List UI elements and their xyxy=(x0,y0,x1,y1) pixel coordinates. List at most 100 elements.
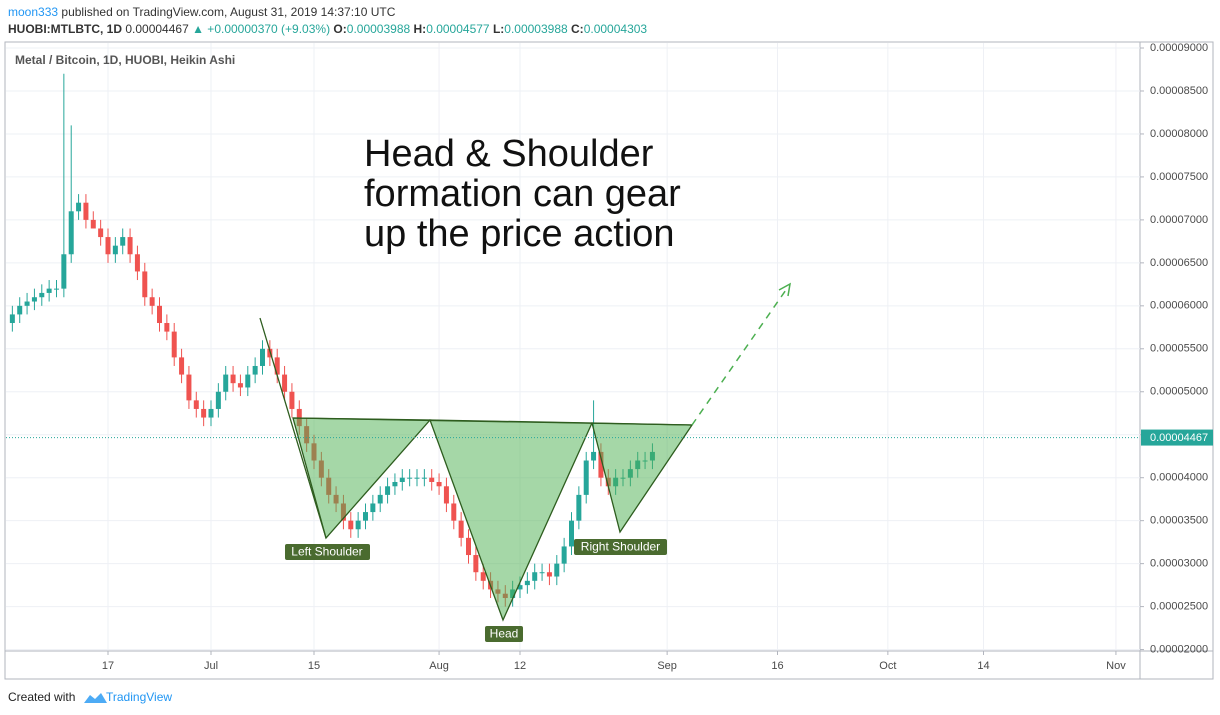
candle-body xyxy=(443,486,449,504)
chart-title: Metal / Bitcoin, 1D, HUOBI, Heikin Ashi xyxy=(15,53,235,67)
logo-icon xyxy=(84,693,107,703)
y-tick-label: 0.00007000 xyxy=(1150,214,1208,226)
candle-body xyxy=(76,202,82,212)
last-price-label: 0.00004467 xyxy=(1150,432,1208,444)
candle-body xyxy=(149,297,155,306)
candle-body xyxy=(157,305,162,324)
candle-body xyxy=(539,572,545,574)
candle-body xyxy=(282,374,288,392)
frame xyxy=(4,41,1214,680)
footer-brand[interactable]: TradingView xyxy=(106,690,172,704)
x-tick-label: 17 xyxy=(102,660,114,672)
published: published on TradingView.com, August 31,… xyxy=(61,5,395,19)
candle-body xyxy=(98,228,104,238)
candle-body xyxy=(61,254,67,289)
candle-body xyxy=(193,400,199,409)
y-tick-label: 0.00008500 xyxy=(1150,85,1208,97)
user[interactable]: moon333 xyxy=(8,5,58,19)
x-tick-label: Jul xyxy=(204,660,218,672)
candle-body xyxy=(120,237,126,246)
label-box xyxy=(485,626,523,642)
candle-body xyxy=(458,520,464,538)
ohlc-label: H: xyxy=(414,22,427,36)
candle-body xyxy=(179,357,185,375)
label-box xyxy=(285,544,370,560)
pattern-label: Left Shoulder xyxy=(291,545,362,559)
candle-body xyxy=(127,237,133,255)
candle-body xyxy=(54,288,59,290)
axes: 0.00002000 0.00002500 0.00003000 0.00003500… xyxy=(6,42,1213,672)
candle-body xyxy=(473,555,479,573)
candle-body xyxy=(385,486,391,495)
y-tick-label: 0.00006500 xyxy=(1150,257,1208,269)
candle-body xyxy=(208,408,214,418)
x-tick-label: 16 xyxy=(771,660,783,672)
ohlc-label: L: xyxy=(493,22,504,36)
candle-body xyxy=(274,357,280,375)
symbol-line: HUOBI:MTLBTC, 1D 0.00004467 ▲ +0.0000037… xyxy=(8,22,647,36)
candle-body xyxy=(598,451,604,478)
candle-body xyxy=(201,408,207,418)
candle-body xyxy=(399,477,405,482)
y-tick-label: 0.00005500 xyxy=(1150,343,1208,355)
candle-body xyxy=(370,503,376,513)
candle-body xyxy=(112,245,118,255)
candle-body xyxy=(237,383,243,388)
candle-body xyxy=(17,305,23,315)
candle-body xyxy=(24,301,30,306)
y-tick-label: 0.00009000 xyxy=(1150,42,1208,54)
candle-body xyxy=(289,391,295,409)
y-tick-label: 0.00006000 xyxy=(1150,300,1208,312)
x-tick-label: 15 xyxy=(308,660,320,672)
pattern-label: Right Shoulder xyxy=(581,540,660,554)
x-tick-label: 12 xyxy=(514,660,526,672)
candle-body xyxy=(451,503,457,521)
candle-body xyxy=(591,451,597,461)
arrow-head xyxy=(778,282,791,297)
candle-body xyxy=(142,271,148,298)
candle-body xyxy=(546,572,552,577)
candle-body xyxy=(186,374,192,401)
candle-body xyxy=(348,520,354,530)
y-tick-label: 0.00008000 xyxy=(1150,128,1208,140)
candle-body xyxy=(260,348,265,366)
candle-body xyxy=(68,211,74,255)
header-line: moon333 published on TradingView.com, Au… xyxy=(8,5,396,19)
ohlc-value: 0.00003988 xyxy=(504,22,568,36)
annotation: up the price action xyxy=(364,213,675,255)
candle-body xyxy=(480,572,486,581)
candle-body xyxy=(39,292,45,298)
x-tick-label: Sep xyxy=(657,660,677,672)
candle-body xyxy=(583,460,589,495)
ohlc-label: O: xyxy=(333,22,346,36)
target-arrow xyxy=(691,286,789,426)
footer-text: Created with xyxy=(8,690,75,704)
y-tick-label: 0.00003500 xyxy=(1150,515,1208,527)
last-price-box xyxy=(1141,429,1213,446)
candle-body xyxy=(517,585,523,590)
annotation: Head & Shoulder xyxy=(364,133,654,175)
y-tick-label: 0.00007500 xyxy=(1150,171,1208,183)
y-tick-label: 0.00002500 xyxy=(1150,601,1208,613)
candle-body xyxy=(223,374,229,392)
x-tick-label: Oct xyxy=(879,660,896,672)
ohlc-value: 0.00003988 xyxy=(347,22,411,36)
y-tick-label: 0.00004000 xyxy=(1150,472,1208,484)
candle-body xyxy=(429,477,435,482)
candle-body xyxy=(407,477,413,479)
candle-body xyxy=(215,391,221,409)
candle-body xyxy=(245,374,251,388)
candle-body xyxy=(576,494,582,521)
candle-body xyxy=(414,477,420,479)
candle-body xyxy=(90,219,96,229)
candle-body xyxy=(524,580,530,586)
annotation: formation can gear xyxy=(364,173,681,215)
candle-body xyxy=(421,477,427,479)
candle-body xyxy=(392,481,398,487)
candle-body xyxy=(252,365,258,375)
ohlc-label: C: xyxy=(571,22,584,36)
candle-body xyxy=(377,494,383,504)
x-tick-label: 14 xyxy=(977,660,989,672)
